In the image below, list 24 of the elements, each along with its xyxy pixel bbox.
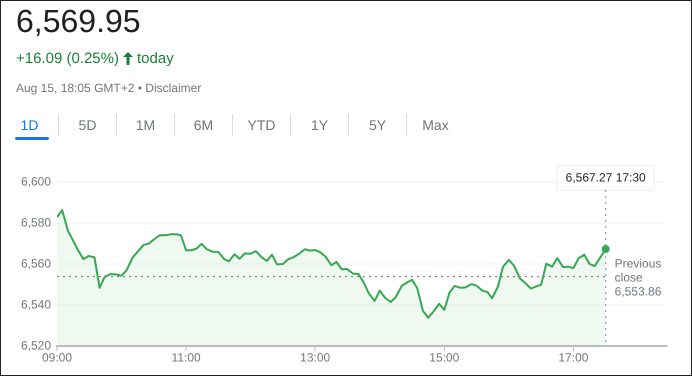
text: 5Y <box>348 114 406 136</box>
text: 6M <box>174 114 232 136</box>
chart-subtitle: +16.09 (0.25%) <box>16 50 119 67</box>
text: 1M <box>116 114 174 136</box>
text: today <box>137 50 174 67</box>
y-tick-label: 6,580 <box>20 215 52 230</box>
annotation: 6,567.27 17:30 <box>566 170 646 184</box>
ref-line-label: Previous close 6,553.86 <box>614 256 662 298</box>
x-tick-label: 09:00 <box>42 350 72 365</box>
text: 1D <box>20 116 40 135</box>
text: 1Y <box>290 114 348 136</box>
x-tick-label: 13:00 <box>300 350 331 365</box>
x-tick-label: 15:00 <box>429 350 460 365</box>
chart-title: 6,569.95 <box>16 3 141 40</box>
text: YTD <box>232 114 290 136</box>
y-tick-label: 6,560 <box>20 256 52 270</box>
y-tick-label: 6,600 <box>20 174 52 188</box>
y-tick-label: 6,520 <box>20 338 52 352</box>
text: Max <box>406 114 464 136</box>
y-tick-label: 6,540 <box>20 297 52 312</box>
text: Aug 15, 18:05 GMT+2 • Disclaimer <box>16 81 202 95</box>
x-tick-label: 17:00 <box>558 350 589 365</box>
x-tick-label: 11:00 <box>172 350 201 365</box>
text: 5D <box>58 114 116 136</box>
